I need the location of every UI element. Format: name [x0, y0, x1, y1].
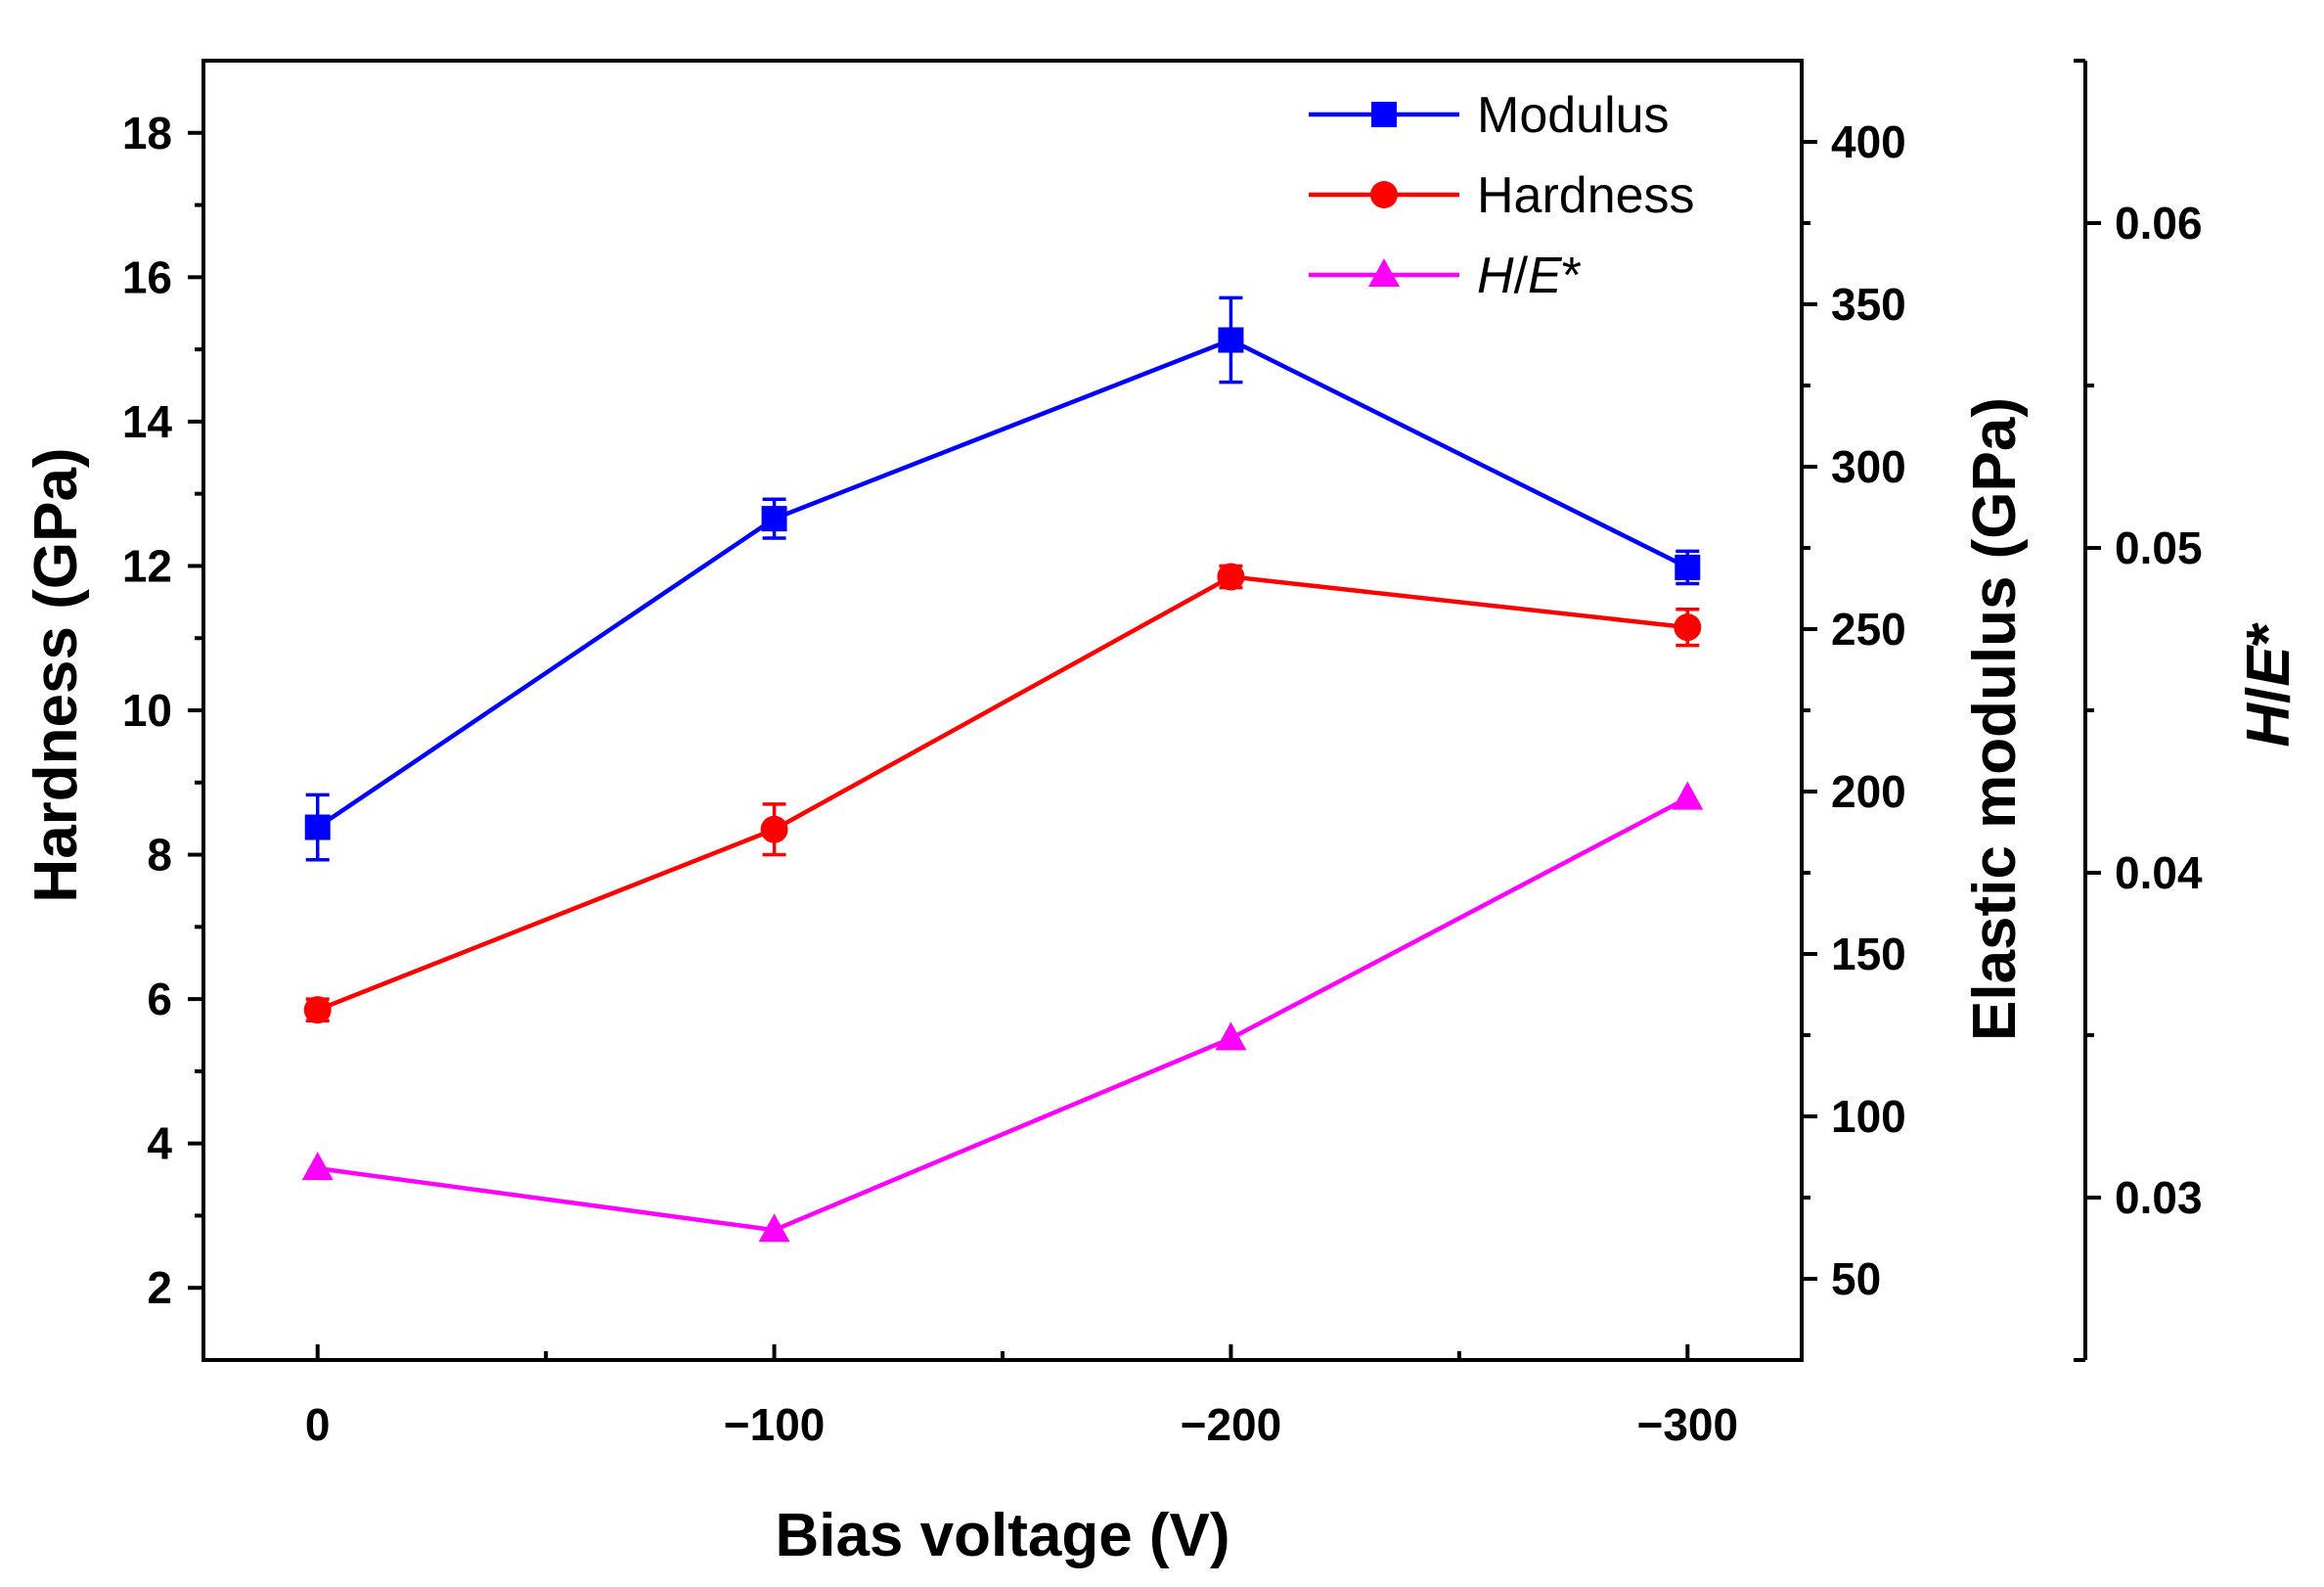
- y-right-tick-label: 300: [1831, 441, 1906, 492]
- y-left-tick-label: 10: [122, 685, 172, 736]
- y-left-tick-label: 8: [147, 830, 172, 881]
- y-right2-tick-label: 0.04: [2115, 847, 2203, 898]
- legend-item: Hardness: [1309, 167, 1695, 224]
- y-right2-tick-label: 0.06: [2115, 198, 2203, 249]
- y-left-tick-label: 16: [122, 251, 172, 302]
- y-axis-right2-title-e: E: [2235, 645, 2302, 687]
- y-axis-right2-title-slash: /: [2235, 687, 2302, 703]
- data-point: [760, 815, 788, 843]
- data-point: [304, 814, 331, 840]
- legend-label-part: *: [1562, 248, 1582, 304]
- x-axis-title: Bias voltage (V): [775, 1502, 1229, 1569]
- data-point: [758, 1213, 790, 1243]
- data-point: [1672, 781, 1704, 810]
- x-tick-label: −100: [724, 1399, 826, 1450]
- data-point: [303, 996, 332, 1024]
- y-right2-tick-label: 0.03: [2115, 1172, 2203, 1223]
- y-left-tick-label: 18: [122, 108, 172, 159]
- series-triangle: [301, 781, 1704, 1243]
- series-circle: [303, 563, 1702, 1024]
- legend-label-part: H: [1477, 248, 1514, 304]
- y-right2-tick-label: 0.05: [2115, 522, 2203, 573]
- y-right-tick-label: 400: [1831, 116, 1906, 167]
- y-left-tick-label: 2: [147, 1262, 172, 1313]
- y-right-tick-label: 100: [1831, 1091, 1906, 1142]
- series-line: [316, 574, 1688, 1013]
- y-right-tick-label: 350: [1831, 279, 1906, 330]
- legend-item: H/E*: [1309, 248, 1582, 304]
- x-tick-label: −200: [1181, 1399, 1282, 1450]
- y-axis-right2-title-h: H: [2235, 703, 2302, 748]
- legend-marker: [1371, 102, 1397, 127]
- legend-item: Modulus: [1309, 87, 1670, 144]
- y-right-tick-label: 50: [1831, 1253, 1881, 1304]
- data-point: [1218, 327, 1244, 353]
- series-square: [304, 295, 1701, 862]
- legend-label-part: /: [1514, 248, 1529, 304]
- data-point: [301, 1152, 334, 1181]
- legend: Modulus Hardness H/E*: [1309, 87, 1695, 304]
- y-axis-right-title: Elastic modulus (GPa): [1961, 397, 2029, 1041]
- legend-label-part: E: [1528, 248, 1563, 304]
- data-point: [1675, 554, 1701, 580]
- y-right-tick-label: 200: [1831, 766, 1906, 817]
- y-left-tick-label: 6: [147, 974, 172, 1024]
- y-right-tick-label: 150: [1831, 929, 1906, 979]
- data-point: [1217, 563, 1245, 591]
- data-point: [1674, 613, 1702, 642]
- legend-marker: [1370, 181, 1398, 208]
- series-layer: [301, 295, 1704, 1243]
- x-tick-label: 0: [305, 1399, 331, 1450]
- legend-marker: [1368, 258, 1400, 287]
- y-right-tick-label: 250: [1831, 604, 1906, 655]
- series-line: [317, 795, 1689, 1233]
- data-point: [1215, 1021, 1247, 1051]
- y-axis-right2-title: H/E*: [2235, 621, 2302, 747]
- legend-label: H/E*: [1477, 248, 1582, 304]
- data-point: [761, 506, 787, 532]
- series-line: [316, 338, 1689, 830]
- y-axis-right2-title-star: *: [2235, 621, 2302, 646]
- y-axis-left-title: Hardness (GPa): [22, 447, 90, 902]
- legend-label: Modulus: [1477, 87, 1670, 144]
- y-left-tick-label: 4: [147, 1118, 172, 1169]
- axis-titles: Bias voltage (V) Hardness (GPa) Elastic …: [22, 397, 2302, 1569]
- legend-label: Hardness: [1477, 167, 1695, 224]
- y-left-tick-label: 12: [122, 540, 172, 591]
- axes-layer: 0 −100 −200 −300 2 4 6 8 10 12 14 16 18 50 100 150 200 25…: [122, 59, 2203, 1450]
- y-left-tick-label: 14: [122, 396, 173, 447]
- x-tick-label: −300: [1636, 1399, 1738, 1450]
